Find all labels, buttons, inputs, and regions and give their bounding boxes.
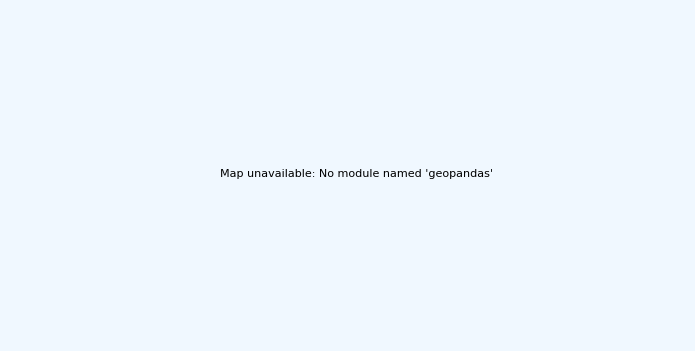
Text: Map unavailable: No module named 'geopandas': Map unavailable: No module named 'geopan…	[220, 169, 493, 179]
